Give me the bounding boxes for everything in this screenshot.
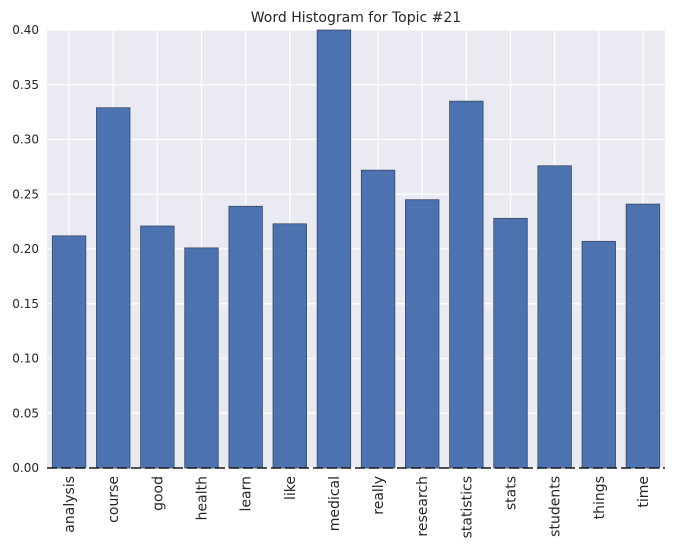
- bar-like: [272, 223, 307, 469]
- x-tick-label: really: [371, 476, 387, 515]
- x-tick-label: time: [636, 476, 652, 508]
- bar-statistics: [449, 100, 484, 469]
- x-tick-label: research: [415, 476, 431, 537]
- y-tick-label: 0.20: [12, 242, 39, 256]
- x-tick-label: course: [106, 476, 122, 523]
- y-tick-label: 0.15: [12, 297, 39, 311]
- y-tick-label: 0.10: [12, 352, 39, 366]
- y-tick-label: 0.05: [12, 406, 39, 420]
- x-tick-label: statistics: [459, 476, 475, 538]
- bar-health: [184, 247, 219, 469]
- bar-research: [405, 199, 440, 469]
- x-tick-label: good: [150, 476, 166, 511]
- bars: [51, 29, 661, 469]
- bar-things: [581, 240, 616, 469]
- x-tick-label: learn: [239, 476, 255, 511]
- x-axis-ticks: analysis course good health learn like medical…: [62, 476, 652, 538]
- y-tick-label: 0.35: [12, 78, 39, 92]
- bar-good: [140, 225, 175, 469]
- x-tick-label: things: [592, 476, 608, 519]
- x-tick-label: health: [195, 476, 211, 520]
- bar-really: [360, 169, 396, 469]
- y-tick-label: 0.25: [12, 187, 39, 201]
- x-tick-label: students: [548, 476, 564, 537]
- y-tick-label: 0.30: [12, 133, 39, 147]
- bar-learn: [228, 205, 263, 469]
- chart-title: Word Histogram for Topic #21: [251, 10, 461, 26]
- x-tick-label: stats: [504, 476, 520, 510]
- y-axis-ticks: 0.00 0.05 0.10 0.15 0.20 0.25 0.30 0.35 0.40: [12, 23, 39, 475]
- bar-students: [537, 165, 572, 469]
- x-tick-label: like: [283, 476, 299, 500]
- bar-stats: [493, 217, 528, 469]
- y-tick-label: 0.40: [12, 23, 39, 37]
- y-tick-label: 0.00: [12, 461, 39, 475]
- bar-analysis: [51, 235, 87, 469]
- x-tick-label: analysis: [62, 476, 78, 533]
- bar-medical: [316, 29, 352, 469]
- bar-time: [625, 203, 661, 469]
- x-tick-label: medical: [327, 476, 343, 531]
- bar-course: [96, 107, 131, 469]
